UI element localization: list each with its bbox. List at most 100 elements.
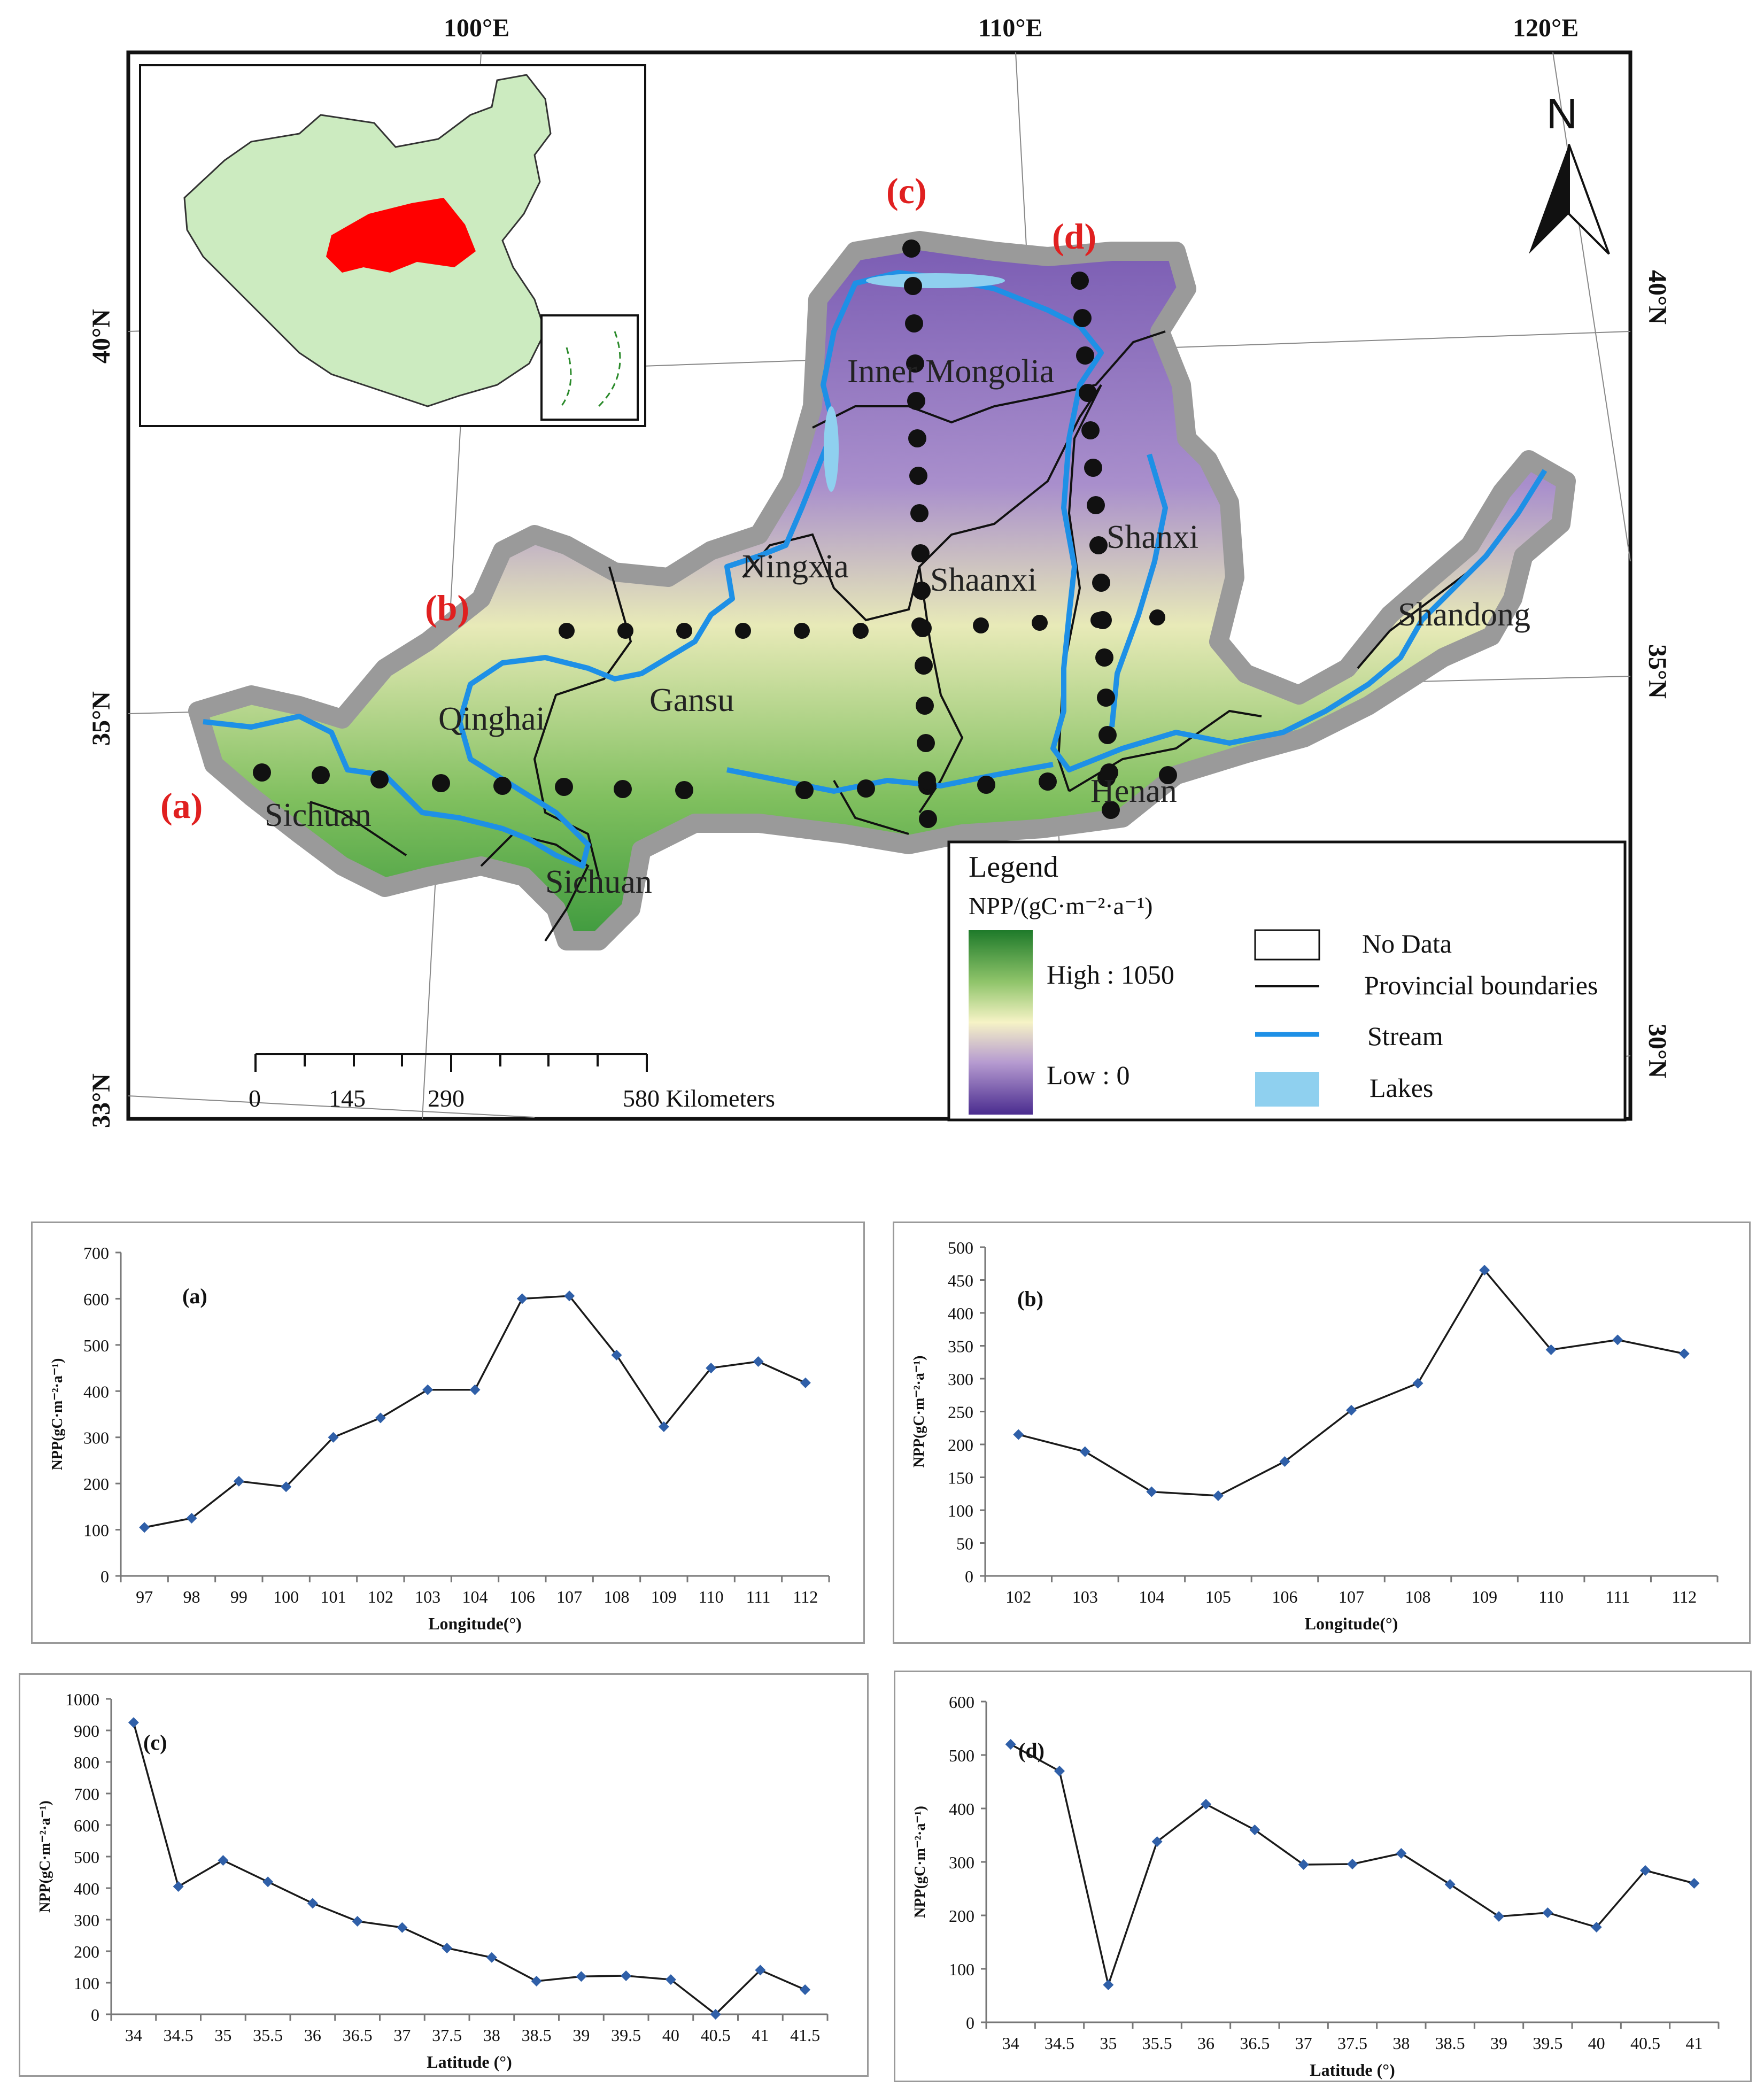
lon-label-120-top: 120°E — [1513, 14, 1579, 42]
legend-item-nodata: No Data — [1362, 929, 1452, 958]
data-point — [1298, 1859, 1309, 1870]
y-tick-label: 0 — [91, 2005, 99, 2024]
region-label-gansu: Gansu — [649, 682, 734, 718]
x-tick-label: 41.5 — [790, 2026, 820, 2045]
data-point — [218, 1855, 229, 1866]
y-tick-label: 400 — [948, 1304, 973, 1323]
x-tick-label: 109 — [651, 1587, 677, 1606]
data-point — [1479, 1265, 1490, 1276]
data-point — [516, 1293, 528, 1304]
data-point — [710, 2009, 721, 2020]
map-legend: Legend NPP/(gC·m⁻²·a⁻¹) High : 1050 Low … — [947, 840, 1627, 1122]
data-point — [422, 1384, 434, 1395]
scale-tick-290: 290 — [428, 1085, 465, 1112]
lon-label-110-top: 110°E — [978, 14, 1043, 42]
y-tick-label: 400 — [949, 1799, 974, 1819]
x-tick-label: 35 — [214, 2026, 231, 2045]
data-point — [375, 1412, 386, 1424]
region-label-henan: Henan — [1090, 773, 1177, 809]
x-tick-label: 111 — [746, 1587, 771, 1606]
data-point — [1103, 1980, 1114, 1990]
chart-panel-label: (c) — [143, 1730, 167, 1754]
x-tick-label: 38.5 — [522, 2026, 552, 2045]
chart-panel-b: 0 50 100 150 200 250 300 350 400 450 500 102 103 104 1… — [893, 1222, 1751, 1644]
region-label-ningxia: Ningxia — [742, 548, 849, 585]
x-tick-label: 34.5 — [164, 2026, 194, 2045]
scale-tick-145: 145 — [329, 1085, 366, 1112]
y-tick-label: 50 — [956, 1534, 973, 1553]
region-label-inner-mongolia: Inner Mongolia — [847, 353, 1054, 390]
x-tick-label: 101 — [321, 1587, 346, 1606]
x-tick-label: 39.5 — [1533, 2034, 1562, 2053]
chart-panel-d: 0 100 200 300 400 500 600 34 34.5 35 35.5 36 36.5 37 3… — [894, 1671, 1752, 2082]
data-point — [531, 1976, 542, 1987]
y-tick-label: 600 — [83, 1289, 109, 1309]
legend-lake-swatch — [1255, 1072, 1319, 1107]
y-axis-title: NPP(gC·m⁻²·a⁻¹) — [49, 1358, 66, 1471]
data-point — [397, 1922, 408, 1933]
x-tick-label: 97 — [136, 1587, 153, 1606]
data-point — [706, 1363, 717, 1374]
chart-panel-label: (b) — [1017, 1287, 1043, 1311]
data-point — [1151, 1836, 1163, 1847]
chart-panel-a: 0 100 200 300 400 500 600 700 97 98 99 100 101 102 103… — [31, 1222, 865, 1644]
y-tick-label: 200 — [83, 1474, 109, 1494]
y-tick-label: 500 — [949, 1746, 974, 1765]
x-tick-label: 104 — [462, 1587, 488, 1606]
lat-label-35-left: 35°N — [87, 691, 115, 746]
x-axis-title: Longitude(°) — [1305, 1614, 1398, 1633]
x-tick-label: 40 — [662, 2026, 679, 2045]
y-tick-label: 600 — [74, 1816, 99, 1835]
data-point — [1146, 1486, 1157, 1497]
x-tick-label: 102 — [1005, 1587, 1031, 1606]
x-tick-label: 34 — [1002, 2034, 1019, 2053]
y-tick-label: 600 — [949, 1692, 974, 1712]
y-axis-title: NPP(gC·m⁻²·a⁻¹) — [37, 1800, 53, 1913]
legend-low-label: Low : 0 — [1047, 1060, 1130, 1090]
x-tick-label: 36 — [304, 2026, 321, 2045]
y-tick-label: 400 — [74, 1879, 99, 1898]
x-tick-label: 107 — [556, 1587, 582, 1606]
data-point — [469, 1384, 481, 1395]
x-tick-label: 98 — [183, 1587, 200, 1606]
x-tick-label: 106 — [509, 1587, 535, 1606]
legend-item-stream: Stream — [1367, 1021, 1443, 1051]
legend-npp-colorbar — [969, 930, 1033, 1115]
data-point — [139, 1522, 150, 1533]
data-point — [1678, 1348, 1690, 1359]
y-tick-label: 500 — [948, 1238, 973, 1257]
y-tick-label: 500 — [74, 1847, 99, 1867]
y-tick-label: 0 — [100, 1567, 109, 1586]
x-tick-label: 106 — [1272, 1587, 1297, 1606]
x-tick-label: 100 — [273, 1587, 299, 1606]
lat-label-35-right: 35°N — [1643, 644, 1672, 699]
data-point — [1212, 1490, 1224, 1501]
data-point — [128, 1717, 139, 1728]
region-label-sichuan-west: Sichuan — [265, 797, 372, 833]
data-point — [564, 1290, 575, 1302]
x-tick-label: 40 — [1588, 2034, 1605, 2053]
region-label-qinghai: Qinghai — [438, 701, 545, 737]
data-point — [1054, 1766, 1065, 1776]
legend-item-lakes: Lakes — [1370, 1073, 1433, 1103]
y-tick-label: 200 — [74, 1942, 99, 1961]
x-tick-label: 37.5 — [1337, 2034, 1367, 2053]
x-axis-title: Latitude (°) — [1310, 2060, 1395, 2079]
lat-label-40-left: 40°N — [87, 309, 115, 364]
legend-npp-label: NPP/(gC·m⁻²·a⁻¹) — [969, 892, 1152, 919]
series-line — [133, 1722, 806, 2016]
region-label-shaanxi: Shaanxi — [930, 562, 1037, 598]
x-tick-label: 37 — [393, 2026, 411, 2045]
data-point — [442, 1943, 453, 1954]
data-point — [1412, 1378, 1423, 1389]
transect-label-d: (d) — [1052, 216, 1096, 257]
region-label-sichuan-south: Sichuan — [545, 864, 652, 900]
data-point — [186, 1512, 197, 1524]
transect-points — [253, 239, 1177, 828]
data-point — [1201, 1799, 1211, 1810]
north-arrow-label: N — [1546, 90, 1577, 137]
x-tick-label: 39 — [572, 2026, 590, 2045]
legend-item-boundaries: Provincial boundaries — [1364, 970, 1598, 1000]
lat-label-40-right: 40°N — [1643, 270, 1672, 324]
data-point — [307, 1898, 318, 1909]
